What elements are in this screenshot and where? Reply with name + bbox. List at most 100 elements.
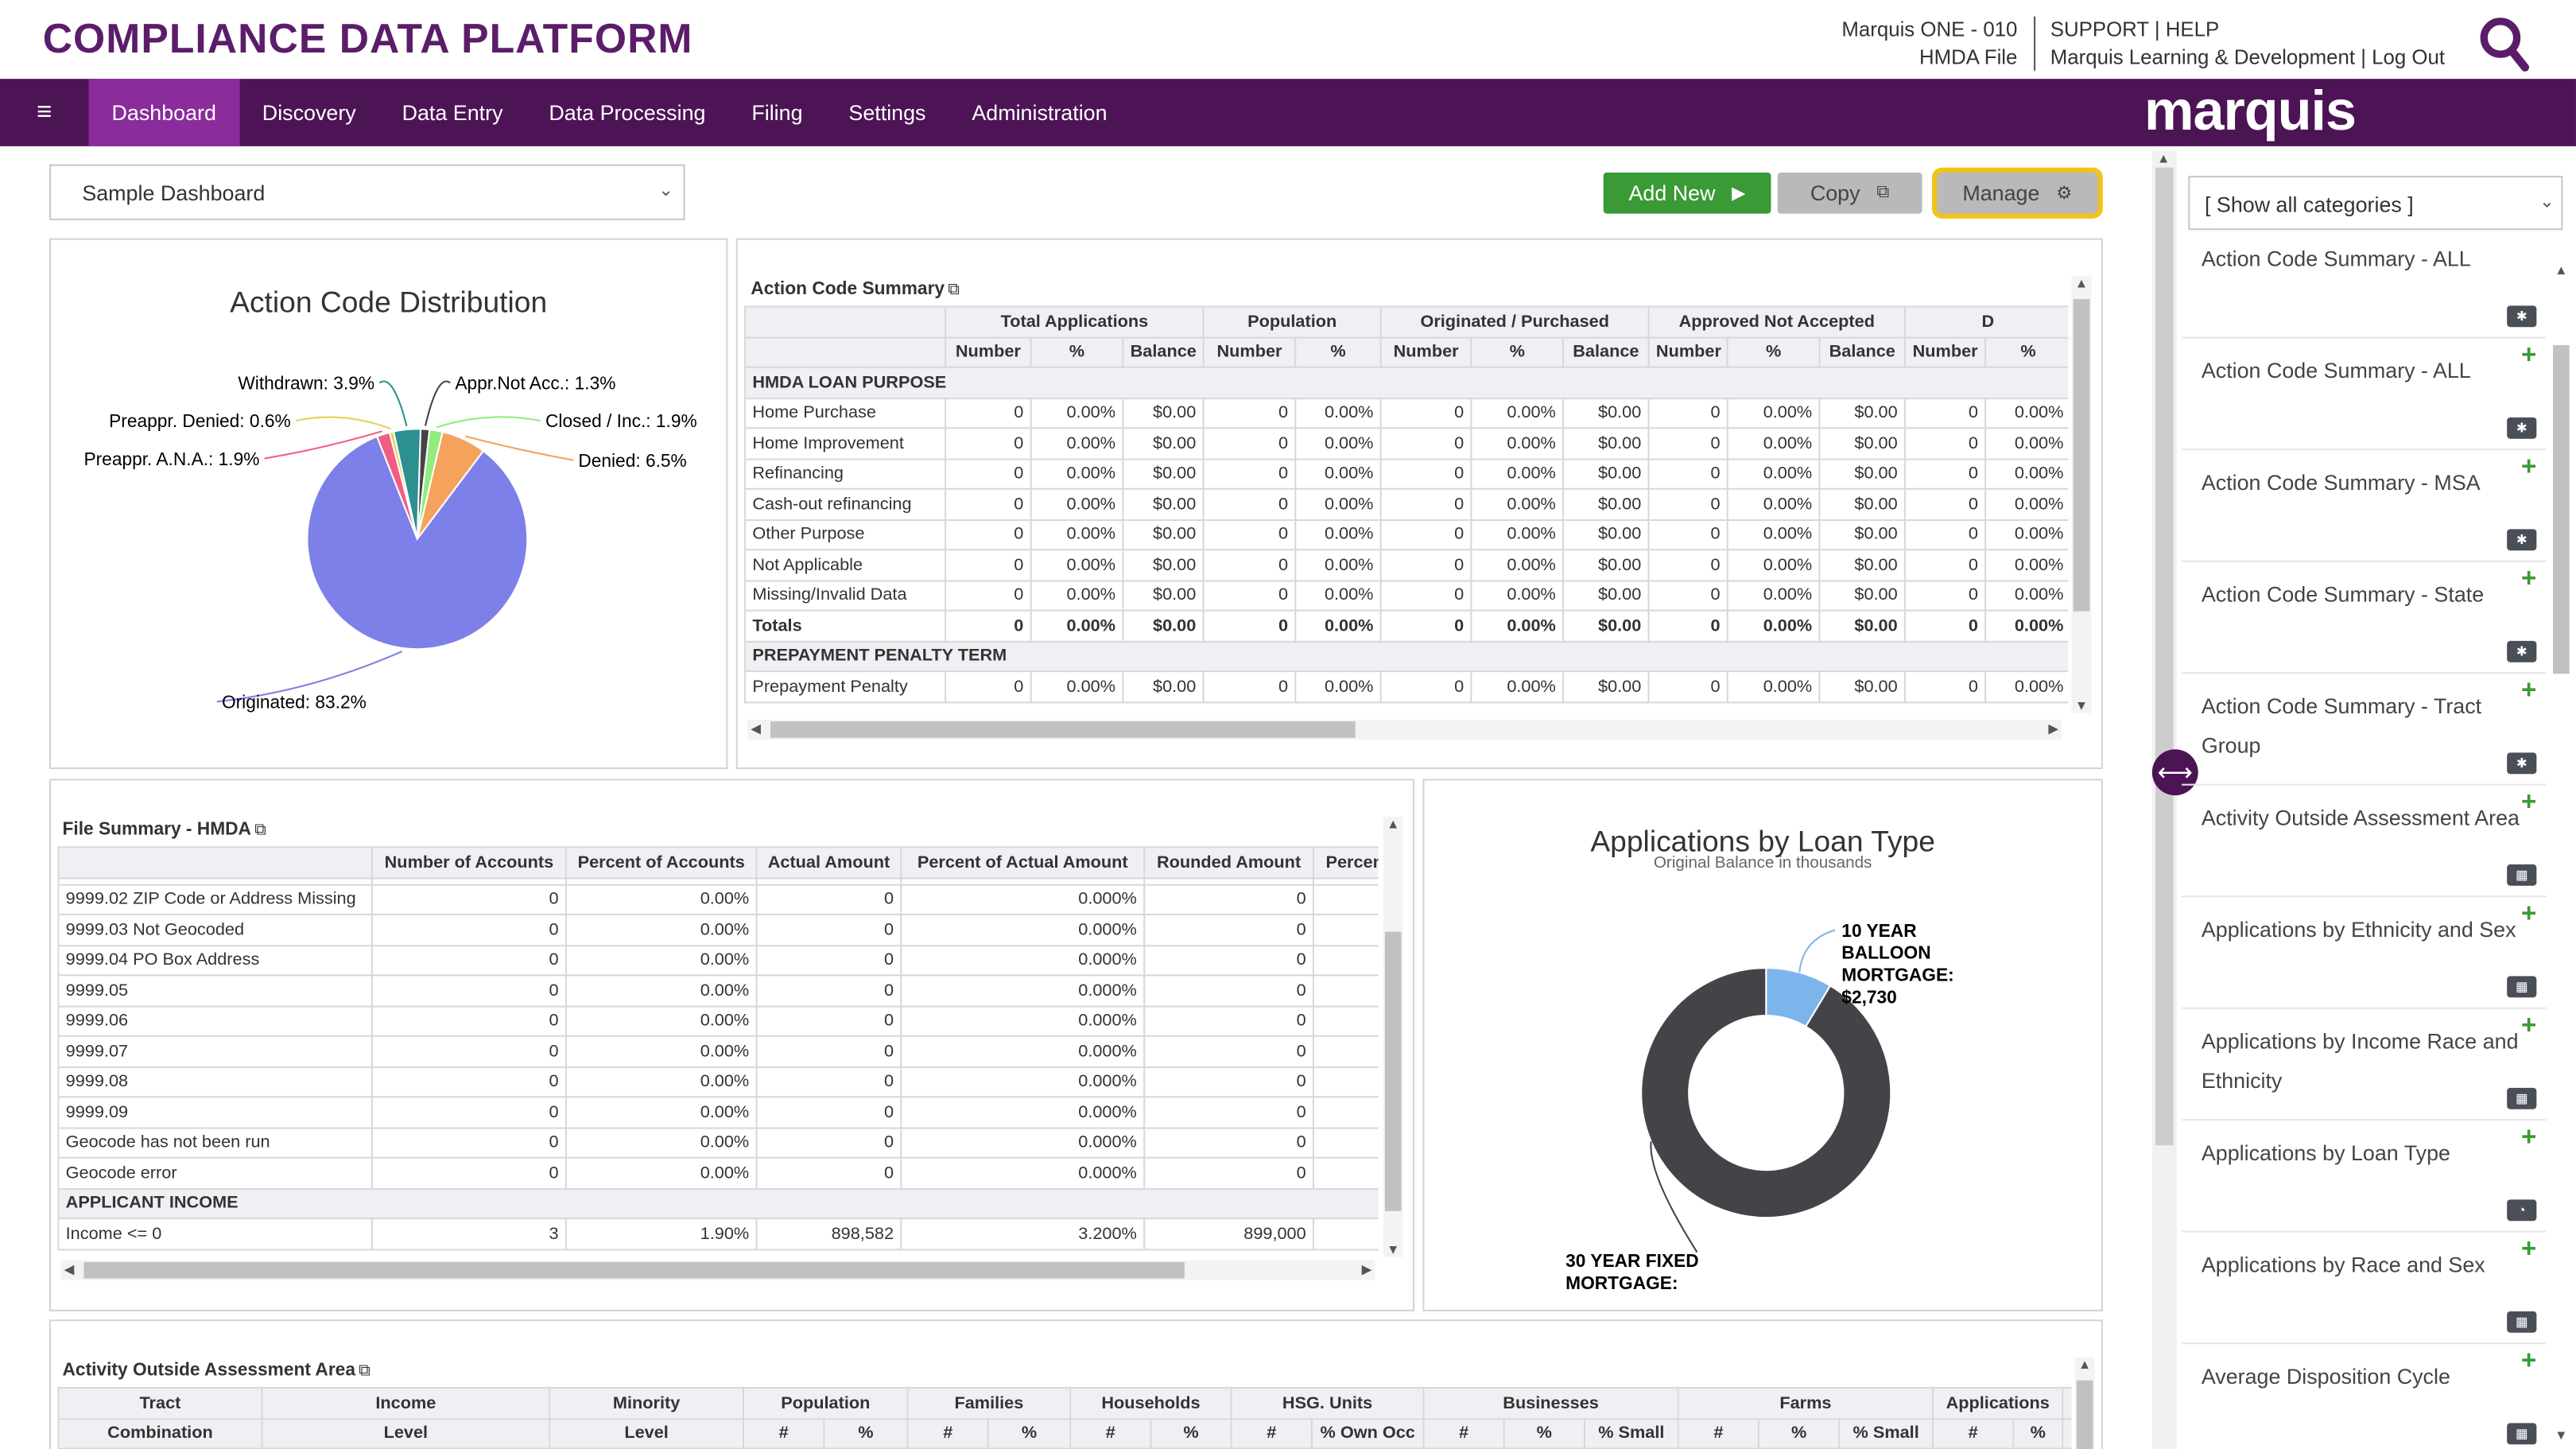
- table-cell: 3: [370, 1218, 567, 1250]
- horizontal-scrollbar[interactable]: ◀ ▶: [747, 720, 2062, 740]
- nav-item-administration[interactable]: Administration: [972, 100, 1108, 126]
- table-row[interactable]: 9999.06 0 0.00% 0 0.000% 0: [57, 1004, 1379, 1037]
- external-link-icon[interactable]: ⧉: [359, 1362, 370, 1381]
- table-row[interactable]: Not Applicable 0 0.00% $0.00 0 0.00% 0 0.00% $0.…: [744, 549, 2069, 581]
- vertical-scrollbar[interactable]: ▲ ▼: [2071, 276, 2092, 713]
- nav-item-discovery[interactable]: Discovery: [262, 100, 356, 126]
- scroll-left-icon[interactable]: ◀: [751, 721, 762, 736]
- file-summary-title[interactable]: File Summary - HMDA ⧉: [63, 820, 266, 840]
- table-row[interactable]: Cash-out refinancing 0 0.00% $0.00 0 0.00% 0 0.…: [744, 488, 2069, 520]
- external-link-icon[interactable]: ⧉: [254, 822, 266, 840]
- scrollbar-thumb[interactable]: [2553, 344, 2570, 674]
- manage-button[interactable]: Manage ⚙: [1931, 167, 2103, 219]
- search-icon[interactable]: [2477, 17, 2530, 72]
- catalog-item-applications-by-income-race-and-ethnicity[interactable]: Applications by Income Race and Ethnicit…: [2182, 1009, 2547, 1121]
- scroll-down-icon[interactable]: ▼: [1386, 1242, 1400, 1257]
- table-row[interactable]: 9999.04 PO Box Address 0 0.00% 0 0.000% 0: [57, 944, 1379, 977]
- scrollbar-thumb[interactable]: [83, 1261, 1185, 1279]
- table-row[interactable]: 9999.02 ZIP Code or Address Missing 0 0.00…: [57, 883, 1379, 915]
- catalog-item-action-code-summary-all[interactable]: Action Code Summary - ALL ✱: [2182, 240, 2547, 339]
- add-widget-plus-icon[interactable]: +: [2521, 1347, 2537, 1376]
- add-widget-plus-icon[interactable]: +: [2521, 1235, 2537, 1264]
- add-widget-plus-icon[interactable]: +: [2521, 900, 2537, 929]
- table-row[interactable]: Refinancing 0 0.00% $0.00 0 0.00% 0 0.00% $0.00 0…: [744, 457, 2069, 490]
- table-row[interactable]: Totals 0 0.00% $0.00 0 0.00% 0 0.00% $0.00 0 0.00%…: [744, 609, 2069, 642]
- pie-connector-line: [295, 416, 391, 430]
- external-link-icon[interactable]: ⧉: [948, 281, 960, 300]
- add-widget-plus-icon[interactable]: +: [2521, 677, 2537, 705]
- add-new-button[interactable]: Add New ▶: [1603, 172, 1771, 214]
- account-name[interactable]: Marquis ONE - 010: [1841, 17, 2018, 41]
- scrollbar-thumb[interactable]: [1384, 931, 1402, 1211]
- catalog-item-applications-by-ethnicity-and-sex[interactable]: Applications by Ethnicity and Sex + ▦: [2182, 897, 2547, 1009]
- donut-slice-30-year-fixed-mortgage[interactable]: [1640, 967, 1892, 1219]
- table-cell: 0: [1143, 1156, 1315, 1189]
- scroll-up-icon[interactable]: ▲: [2074, 276, 2089, 291]
- add-widget-plus-icon[interactable]: +: [2521, 453, 2537, 482]
- horizontal-scrollbar[interactable]: ◀ ▶: [60, 1260, 1375, 1280]
- table-row[interactable]: Geocode error 0 0.00% 0 0.000% 0: [57, 1156, 1379, 1189]
- nav-item-filing[interactable]: Filing: [751, 100, 803, 126]
- table-row[interactable]: 9999.09 0 0.00% 0 0.000% 0: [57, 1096, 1379, 1129]
- scroll-up-icon[interactable]: ▲: [2077, 1357, 2092, 1373]
- scroll-right-icon[interactable]: ▶: [1361, 1261, 1372, 1277]
- table-cell: 0: [1202, 427, 1297, 460]
- file-name[interactable]: HMDA File: [1918, 45, 2018, 69]
- table-row[interactable]: Missing/Invalid Data 0 0.00% $0.00 0 0.00% 0 0.…: [744, 579, 2069, 612]
- copy-button[interactable]: Copy ⧉: [1777, 172, 1922, 214]
- nav-item-data-entry[interactable]: Data Entry: [402, 100, 503, 126]
- catalog-item-action-code-summary-msa[interactable]: Action Code Summary - MSA + ✱: [2182, 450, 2547, 562]
- add-widget-plus-icon[interactable]: +: [2521, 1012, 2537, 1040]
- sidebar-scrollbar[interactable]: ▲ ▼: [2548, 263, 2573, 1443]
- column-header: Balance: [1122, 336, 1205, 368]
- catalog-item-activity-outside-assessment-area[interactable]: Activity Outside Assessment Area + ▦: [2182, 786, 2547, 898]
- table-row[interactable]: 9999.07 0 0.00% 0 0.000% 0: [57, 1035, 1379, 1068]
- table-row[interactable]: Other Purpose 0 0.00% $0.00 0 0.00% 0 0.00% $0.0…: [744, 518, 2069, 551]
- scroll-right-icon[interactable]: ▶: [2048, 721, 2059, 736]
- hamburger-menu-icon[interactable]: ≡: [37, 97, 52, 126]
- category-select[interactable]: [ Show all categories ] ⌄: [2188, 176, 2563, 231]
- catalog-item-applications-by-loan-type[interactable]: Applications by Loan Type + ◔: [2182, 1121, 2547, 1233]
- nav-item-data-processing[interactable]: Data Processing: [549, 100, 706, 126]
- table-row[interactable]: Prepayment Penalty 0 0.00% $0.00 0 0.00% 0 0.00…: [744, 670, 2069, 703]
- scroll-left-icon[interactable]: ◀: [64, 1261, 75, 1277]
- table-row[interactable]: Home Purchase 0 0.00% $0.00 0 0.00% 0 0.00% $0.0…: [744, 397, 2069, 429]
- nav-item-dashboard[interactable]: Dashboard: [88, 79, 239, 146]
- scrollbar-thumb[interactable]: [2073, 299, 2090, 612]
- scroll-down-icon[interactable]: ▼: [2555, 1428, 2568, 1443]
- table-row[interactable]: Home Improvement 0 0.00% $0.00 0 0.00% 0 0.00% $…: [744, 427, 2069, 460]
- table-row[interactable]: 9999.05 0 0.00% 0 0.000% 0: [57, 974, 1379, 1007]
- catalog-item-action-code-summary-all[interactable]: Action Code Summary - ALL + ✱: [2182, 339, 2547, 451]
- vertical-scrollbar[interactable]: ▲ ▼: [1383, 816, 1403, 1257]
- catalog-item-average-disposition-cycle[interactable]: Average Disposition Cycle + ▦: [2182, 1344, 2547, 1449]
- scrollbar-thumb[interactable]: [2155, 167, 2174, 1146]
- table-row[interactable]: Geocode has not been run 0 0.00% 0 0.000% 0: [57, 1126, 1379, 1159]
- table-row[interactable]: 9999.03 Not Geocoded 0 0.00% 0 0.000% 0: [57, 913, 1379, 946]
- add-widget-plus-icon[interactable]: +: [2521, 788, 2537, 817]
- scroll-up-icon[interactable]: ▲: [1386, 816, 1400, 832]
- pie-slice-withdrawn[interactable]: [392, 428, 422, 539]
- vertical-scrollbar[interactable]: ▲: [2074, 1357, 2095, 1449]
- table-row[interactable]: 9999.08 0 0.00% 0 0.000% 0: [57, 1066, 1379, 1098]
- add-widget-plus-icon[interactable]: +: [2521, 1124, 2537, 1152]
- nav-item-settings[interactable]: Settings: [848, 100, 926, 126]
- add-widget-plus-icon[interactable]: +: [2521, 341, 2537, 370]
- add-widget-plus-icon[interactable]: +: [2521, 565, 2537, 593]
- scroll-up-icon[interactable]: ▲: [2555, 262, 2568, 278]
- user-logout-link[interactable]: Marquis Learning & Development | Log Out: [2050, 45, 2446, 69]
- dashboard-select[interactable]: Sample Dashboard ⌄: [48, 164, 685, 220]
- scrollbar-thumb[interactable]: [2076, 1380, 2093, 1449]
- scroll-down-icon[interactable]: ▼: [2074, 698, 2089, 713]
- catalog-item-applications-by-race-and-sex[interactable]: Applications by Race and Sex + ▦: [2182, 1233, 2547, 1345]
- action-code-summary-title[interactable]: Action Code Summary ⧉: [751, 279, 960, 299]
- scroll-up-icon[interactable]: ▲: [2157, 151, 2171, 166]
- panel-resize-handle-icon[interactable]: ⟷: [2151, 749, 2198, 796]
- page-scrollbar[interactable]: ▲ ▼: [2151, 151, 2177, 1449]
- catalog-item-action-code-summary-tract-group[interactable]: Action Code Summary - Tract Group + ✱: [2182, 674, 2547, 786]
- table-row[interactable]: Income <= 0 3 1.90% 898,582 3.200% 899,000: [57, 1218, 1379, 1250]
- scrollbar-thumb[interactable]: [770, 721, 1356, 738]
- catalog-item-action-code-summary-state[interactable]: Action Code Summary - State + ✱: [2182, 562, 2547, 674]
- pie-slice-originated[interactable]: [306, 435, 529, 651]
- support-help-link[interactable]: SUPPORT | HELP: [2050, 17, 2220, 41]
- assessment-area-title[interactable]: Activity Outside Assessment Area ⧉: [63, 1361, 370, 1381]
